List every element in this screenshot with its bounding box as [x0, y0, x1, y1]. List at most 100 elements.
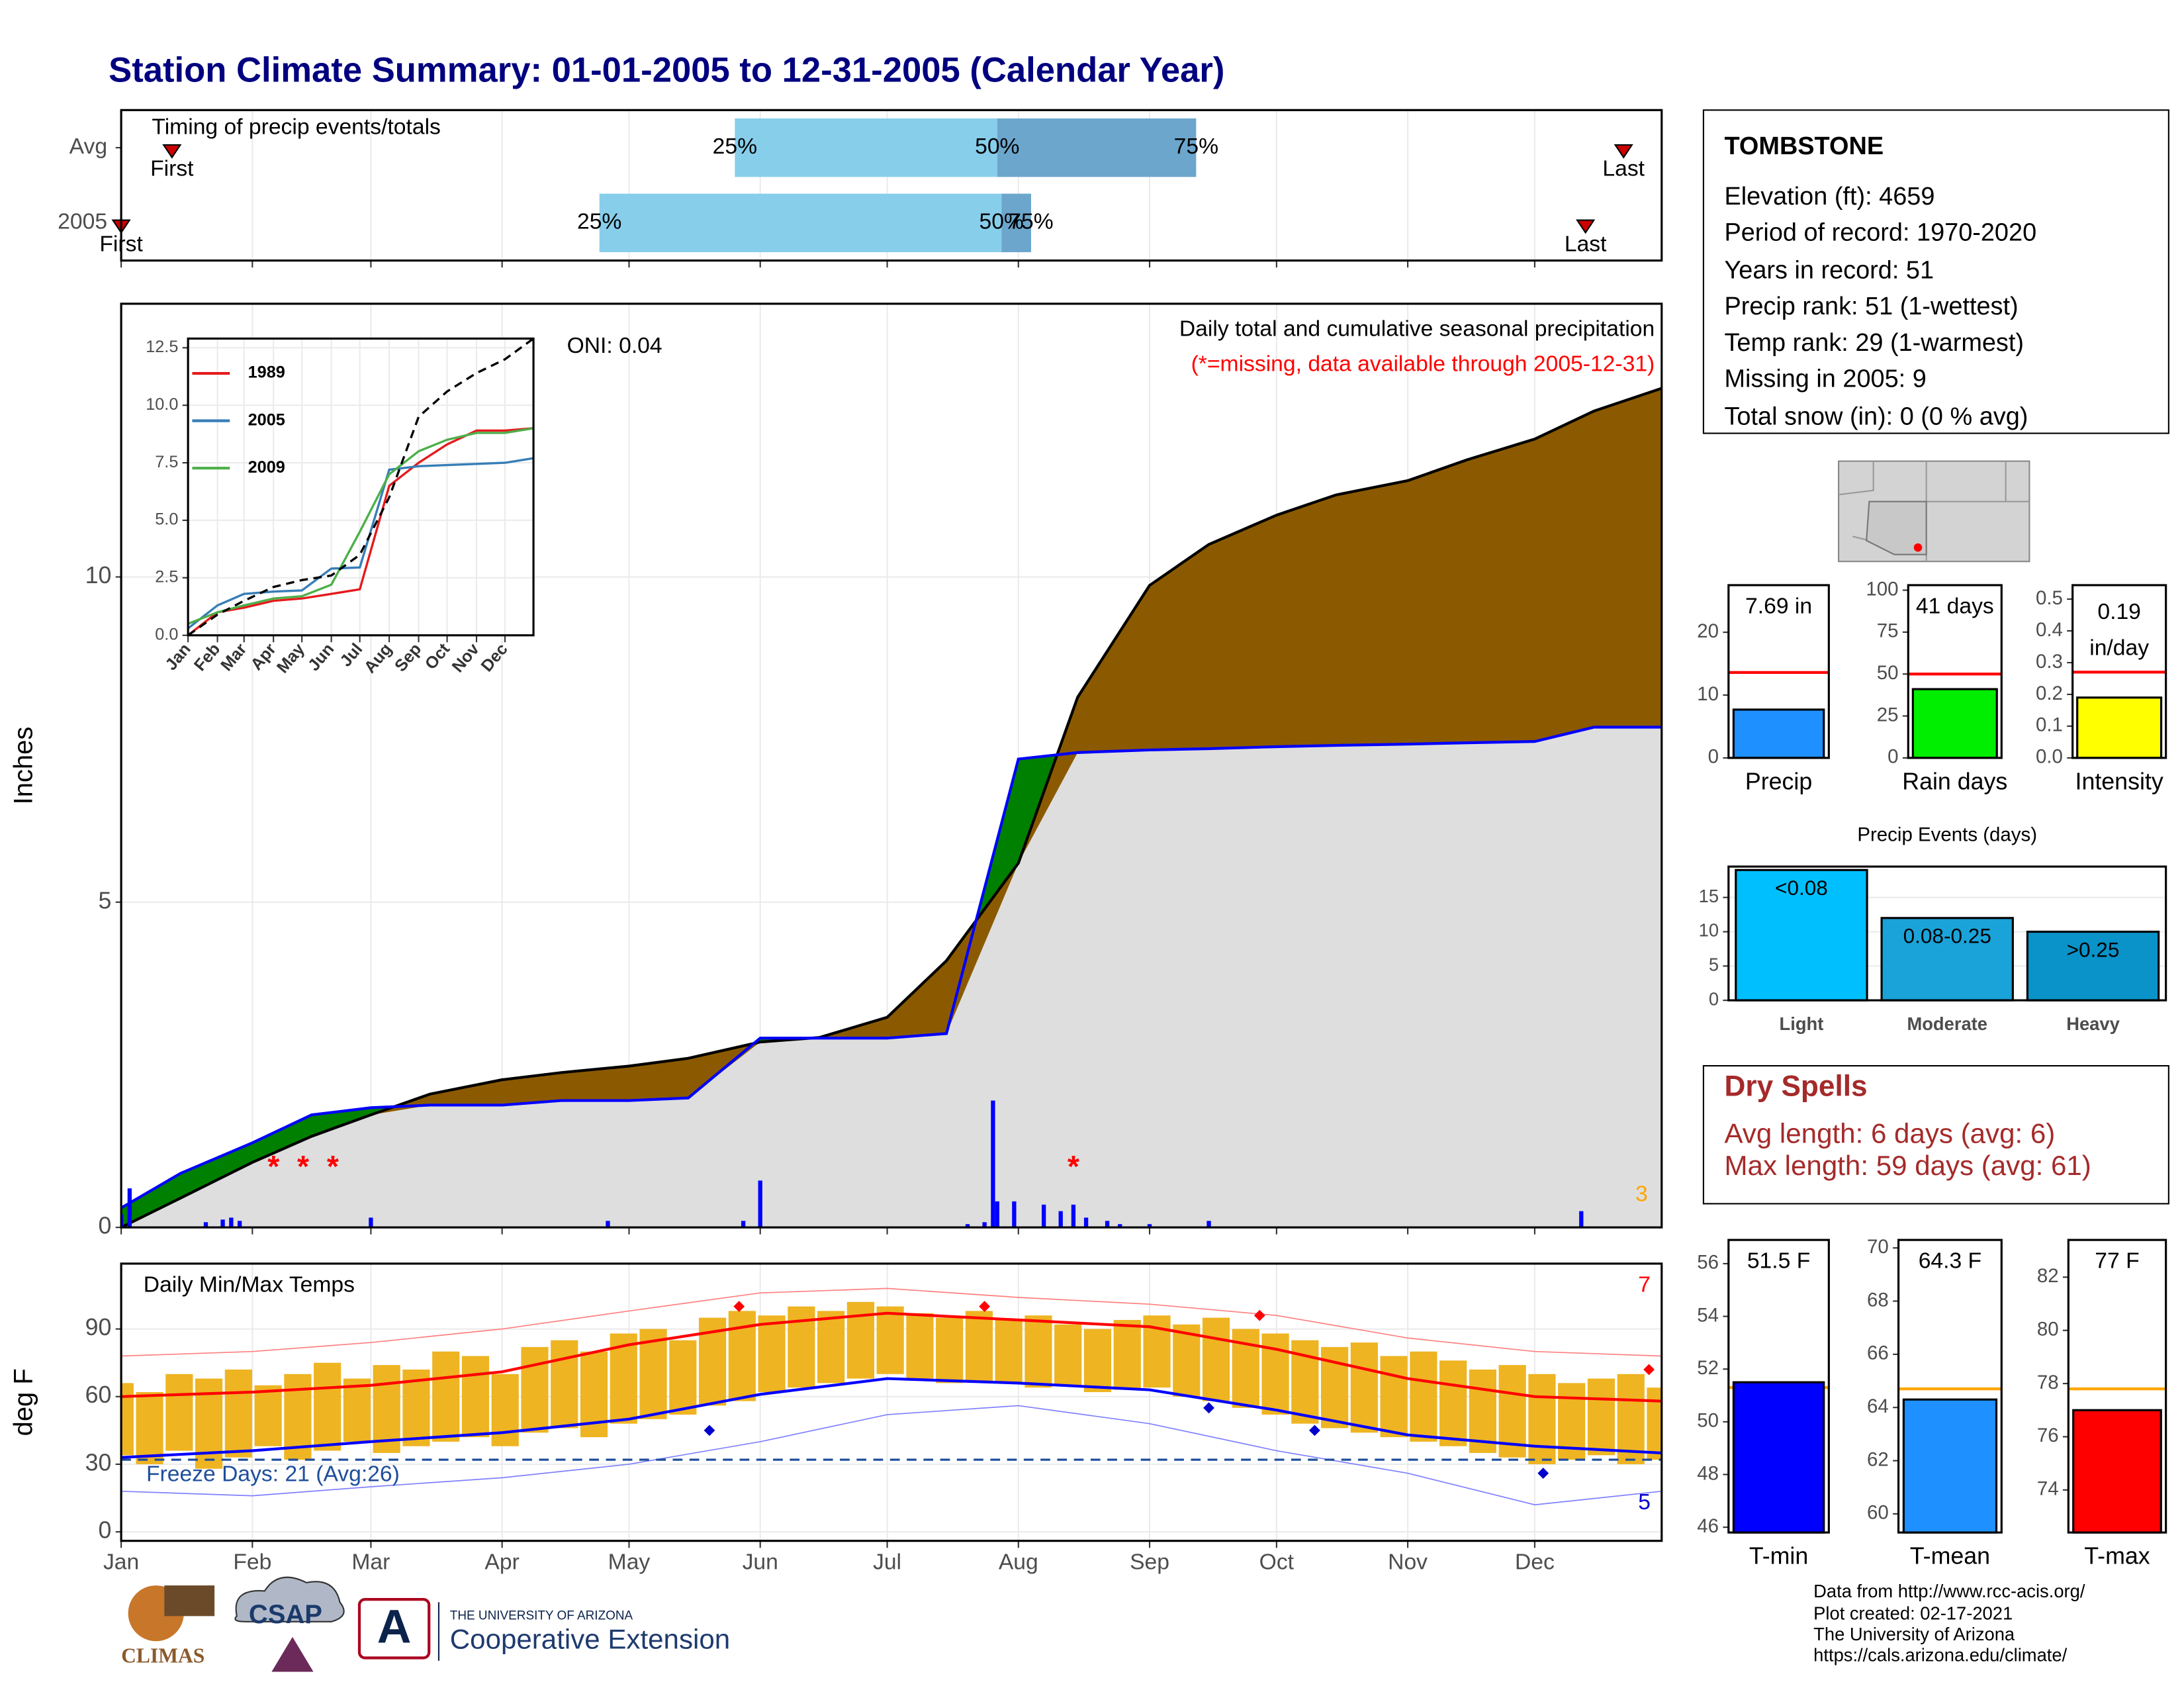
x-category-label: Intensity — [2075, 768, 2163, 794]
temp-range-bar — [521, 1346, 549, 1433]
temp-range-bar — [1113, 1320, 1141, 1390]
plot-border — [1897, 1239, 2003, 1534]
series-line — [187, 427, 534, 625]
y-tick-label: 75 — [1877, 620, 1899, 642]
x-category-label: T-min — [1749, 1542, 1808, 1569]
event-label: Last — [1565, 232, 1607, 256]
y-tick-label: 30 — [85, 1449, 112, 1476]
missing-marker: * — [1068, 1149, 1079, 1184]
y-axis-title: Inches — [9, 727, 38, 805]
page-title: Station Climate Summary: 01-01-2005 to 1… — [109, 50, 1224, 89]
value-label: 41 days — [1916, 594, 1994, 619]
footer-line: Data from http://www.rcc-acis.org/ — [1813, 1581, 2085, 1601]
daily-bar — [1058, 1211, 1063, 1228]
temp-range-bar — [224, 1369, 252, 1458]
temp-range-bar — [1617, 1374, 1645, 1464]
plot-border — [120, 109, 1663, 262]
value-label: 64.3 F — [1919, 1249, 1981, 1274]
locator-map — [1838, 460, 2030, 563]
percentile-label: 25% — [577, 210, 621, 234]
y-tick-label: 15 — [1699, 886, 1719, 906]
map-frame — [1838, 460, 2030, 563]
y-tick-label: 52 — [1697, 1357, 1719, 1379]
plot-border — [2071, 584, 2167, 759]
record-low-count: 5 — [1638, 1490, 1651, 1515]
temp-range-bar — [1380, 1356, 1408, 1438]
temp-range-bar — [1054, 1324, 1082, 1385]
temp-range-bar — [1261, 1333, 1289, 1415]
daily-bar — [1041, 1204, 1046, 1228]
y-tick-label: 0 — [1888, 746, 1898, 768]
daily-bar — [758, 1180, 762, 1228]
bar — [1732, 708, 1825, 759]
arizona-shape — [1866, 500, 1927, 555]
daily-bar — [127, 1188, 132, 1228]
y-tick-label: 25 — [1877, 704, 1899, 726]
climas-emblem-box — [164, 1585, 215, 1617]
y-tick-label: 10 — [1699, 920, 1719, 941]
footer-line: Plot created: 02-17-2021 — [1813, 1603, 2013, 1623]
logos: CLIMAS CSAP A THE UNIVERSITY OF ARIZONA … — [121, 1576, 730, 1672]
y-tick-label: 90 — [85, 1314, 112, 1340]
station-line: Precip rank: 51 (1-wettest) — [1724, 293, 2018, 320]
y-tick-label: 74 — [2037, 1478, 2059, 1500]
plot-border — [187, 337, 535, 637]
station-line: Period of record: 1970-2020 — [1724, 219, 2036, 247]
daily-bar — [741, 1221, 746, 1228]
x-tick-label: Nov — [1388, 1550, 1428, 1574]
daily-bar — [1071, 1204, 1076, 1228]
plot-area — [121, 1288, 1662, 1506]
temp-range-bar — [1439, 1360, 1467, 1446]
x-category-label: Light — [1780, 1013, 1824, 1034]
missing-marker: * — [327, 1149, 339, 1184]
lower-quartile-bar — [599, 193, 1002, 252]
percentile-label: 75% — [1009, 210, 1053, 234]
oni-label: ONI: 0.04 — [567, 334, 662, 358]
csap-logo: CSAP — [249, 1600, 322, 1629]
y-tick-label: 64 — [1867, 1395, 1889, 1417]
y-tick-label: 80 — [2037, 1319, 2059, 1340]
x-tick-label: Jan — [103, 1550, 139, 1574]
y-tick-label: 0.2 — [2036, 682, 2063, 704]
y-tick-label: 0.0 — [2036, 746, 2063, 768]
y-tick-label: 0 — [1709, 988, 1719, 1009]
temp-range-bar — [1202, 1317, 1230, 1401]
temp-range-bar — [461, 1356, 490, 1438]
corner-label: 3 — [1635, 1182, 1648, 1207]
y-tick-label: 12.5 — [146, 338, 178, 356]
y-tick-label: 0.1 — [2036, 714, 2063, 736]
temp-line — [121, 1311, 1662, 1403]
x-tick-label: Jun — [743, 1550, 778, 1574]
dry-spells-box — [1702, 1064, 2169, 1205]
y-tick-label: 66 — [1867, 1342, 1889, 1364]
bar-label: 0.08-0.25 — [1903, 924, 1991, 948]
record-marker — [733, 1301, 745, 1313]
freeze-label: Freeze Days: 21 (Avg:26) — [146, 1462, 400, 1487]
x-category-label: T-mean — [1910, 1542, 1990, 1569]
footer-line: The University of Arizona — [1813, 1624, 2015, 1644]
y-category-label: 2005 — [58, 210, 107, 234]
bar-label: >0.25 — [2067, 937, 2120, 961]
percentile-label: 50% — [979, 210, 1024, 234]
percentile-label: 75% — [1174, 134, 1218, 159]
station-line: Elevation (ft): 4659 — [1724, 183, 1934, 211]
panel-title: Daily total and cumulative seasonal prec… — [1179, 317, 1655, 342]
daily-bar — [965, 1224, 970, 1228]
daily-bar — [1083, 1217, 1089, 1228]
csap-cloud — [234, 1576, 345, 1622]
x-tick-label: Dec — [1515, 1550, 1555, 1574]
y-tick-label: 56 — [1697, 1252, 1719, 1274]
cumulative-line — [121, 726, 1662, 1209]
y-tick-label: 0.0 — [155, 625, 178, 643]
y-tick-label: 5 — [98, 887, 111, 914]
y-category-label: Avg — [69, 134, 107, 159]
lower-quartile-bar — [735, 118, 997, 177]
temp-range-bar — [165, 1374, 193, 1451]
temp-line — [121, 1405, 1662, 1506]
record-marker — [1643, 1364, 1655, 1376]
plot-border — [2067, 1239, 2167, 1534]
y-tick-label: 62 — [1867, 1448, 1889, 1470]
ua-shield — [357, 1598, 431, 1660]
legend-label: 2005 — [248, 410, 285, 429]
